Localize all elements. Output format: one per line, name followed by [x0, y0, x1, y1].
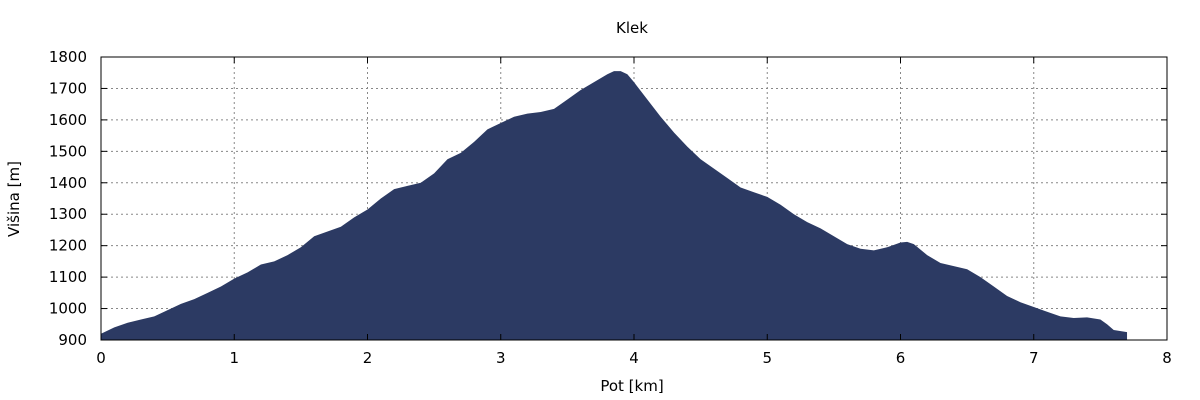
x-tick-label: 5	[762, 349, 772, 367]
x-tick-label: 7	[1029, 349, 1039, 367]
y-axis-title: Višina [m]	[5, 161, 23, 237]
y-tick-label: 1000	[49, 300, 87, 318]
y-tick-label: 1800	[49, 48, 87, 66]
y-tick-label: 900	[58, 331, 87, 349]
elevation-area	[101, 71, 1128, 341]
x-tick-label: 1	[229, 349, 239, 367]
y-tick-label: 1700	[49, 79, 87, 97]
x-tick-label: 4	[629, 349, 639, 367]
y-tick-label: 1100	[49, 268, 87, 286]
x-tick-label: 2	[363, 349, 373, 367]
x-axis-title: Pot [km]	[600, 377, 663, 395]
x-tick-label: 0	[96, 349, 106, 367]
y-tick-label: 1600	[49, 111, 87, 129]
y-tick-label: 1500	[49, 142, 87, 160]
y-tick-label: 1400	[49, 174, 87, 192]
x-tick-label: 8	[1162, 349, 1172, 367]
y-tick-label: 1200	[49, 237, 87, 255]
x-axis: 0 1 2 3 4 5 6 7 8	[96, 57, 1172, 367]
x-tick-label: 3	[496, 349, 506, 367]
chart-title: Klek	[616, 19, 648, 37]
y-axis: 900 1000 1100 1200 1300 1400 1500 1600 1700 1800	[49, 48, 1167, 349]
y-tick-label: 1300	[49, 205, 87, 223]
x-tick-label: 6	[896, 349, 906, 367]
